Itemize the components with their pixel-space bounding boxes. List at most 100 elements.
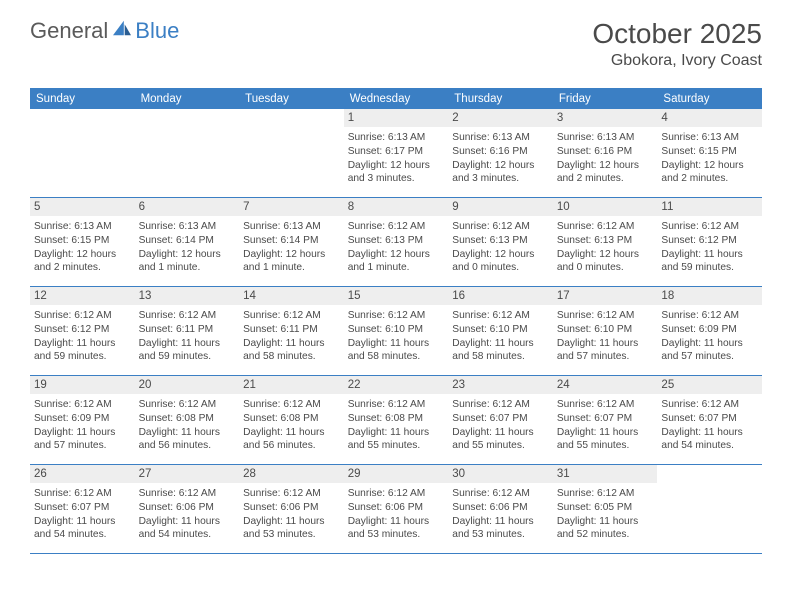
week-row: 12Sunrise: 6:12 AMSunset: 6:12 PMDayligh… xyxy=(30,287,762,376)
sunrise-line: Sunrise: 6:12 AM xyxy=(243,487,340,501)
daylight-line: Daylight: 11 hours and 57 minutes. xyxy=(557,337,654,365)
day-number: 15 xyxy=(344,287,449,305)
sunrise-line: Sunrise: 6:12 AM xyxy=(34,309,131,323)
day-number: 11 xyxy=(657,198,762,216)
daylight-line: Daylight: 12 hours and 2 minutes. xyxy=(557,159,654,187)
daylight-line: Daylight: 12 hours and 1 minute. xyxy=(139,248,236,276)
dow-cell: Tuesday xyxy=(239,89,344,109)
sunrise-line: Sunrise: 6:12 AM xyxy=(348,309,445,323)
day-number: 26 xyxy=(30,465,135,483)
day-cell: 27Sunrise: 6:12 AMSunset: 6:06 PMDayligh… xyxy=(135,465,240,553)
day-info: Sunrise: 6:13 AMSunset: 6:16 PMDaylight:… xyxy=(557,131,654,186)
day-number: 18 xyxy=(657,287,762,305)
sunset-line: Sunset: 6:07 PM xyxy=(452,412,549,426)
day-cell: 29 Sunrise: 6:12 AMSunset: 6:06 PMDayligh… xyxy=(344,465,449,553)
sunset-line: Sunset: 6:06 PM xyxy=(452,501,549,515)
day-cell: 20Sunrise: 6:12 AMSunset: 6:08 PMDayligh… xyxy=(135,376,240,464)
logo-text-general: General xyxy=(30,18,108,44)
day-info: Sunrise: 6:12 AMSunset: 6:13 PMDaylight:… xyxy=(348,220,445,275)
daylight-line: Daylight: 12 hours and 0 minutes. xyxy=(557,248,654,276)
location-label: Gbokora, Ivory Coast xyxy=(592,52,762,70)
day-cell: 15Sunrise: 6:12 AMSunset: 6:10 PMDayligh… xyxy=(344,287,449,375)
sunrise-line: Sunrise: 6:13 AM xyxy=(34,220,131,234)
day-info: Sunrise: 6:12 AMSunset: 6:12 PMDaylight:… xyxy=(34,309,131,364)
day-info: Sunrise: 6:12 AMSunset: 6:11 PMDaylight:… xyxy=(139,309,236,364)
sunset-line: Sunset: 6:07 PM xyxy=(661,412,758,426)
sunrise-line: Sunrise: 6:12 AM xyxy=(348,398,445,412)
week-row: 26Sunrise: 6:12 AMSunset: 6:07 PMDayligh… xyxy=(30,465,762,554)
day-info: Sunrise: 6:12 AMSunset: 6:09 PMDaylight:… xyxy=(661,309,758,364)
day-cell: 14Sunrise: 6:12 AMSunset: 6:11 PMDayligh… xyxy=(239,287,344,375)
sunrise-line: Sunrise: 6:12 AM xyxy=(661,309,758,323)
day-cell: 16Sunrise: 6:12 AMSunset: 6:10 PMDayligh… xyxy=(448,287,553,375)
day-number: 29 xyxy=(344,465,449,483)
day-number: 24 xyxy=(553,376,658,394)
daylight-line: Daylight: 11 hours and 58 minutes. xyxy=(348,337,445,365)
day-number: 4 xyxy=(657,109,762,127)
day-number: 25 xyxy=(657,376,762,394)
calendar: SundayMondayTuesdayWednesdayThursdayFrid… xyxy=(30,88,762,554)
daylight-line: Daylight: 12 hours and 0 minutes. xyxy=(452,248,549,276)
logo-text-blue: Blue xyxy=(135,18,179,44)
daylight-line: Daylight: 11 hours and 56 minutes. xyxy=(243,426,340,454)
day-number: 31 xyxy=(553,465,658,483)
day-info: Sunrise: 6:12 AMSunset: 6:06 PMDaylight:… xyxy=(243,487,340,542)
daylight-line: Daylight: 11 hours and 59 minutes. xyxy=(661,248,758,276)
sunset-line: Sunset: 6:13 PM xyxy=(348,234,445,248)
day-number: 16 xyxy=(448,287,553,305)
daylight-line: Daylight: 11 hours and 55 minutes. xyxy=(452,426,549,454)
day-info: Sunrise: 6:12 AMSunset: 6:05 PMDaylight:… xyxy=(557,487,654,542)
sunset-line: Sunset: 6:13 PM xyxy=(557,234,654,248)
dow-cell: Sunday xyxy=(30,89,135,109)
logo-sail-icon xyxy=(111,19,133,37)
sunset-line: Sunset: 6:16 PM xyxy=(557,145,654,159)
day-number: 14 xyxy=(239,287,344,305)
day-cell: 23Sunrise: 6:12 AMSunset: 6:07 PMDayligh… xyxy=(448,376,553,464)
daylight-line: Daylight: 11 hours and 57 minutes. xyxy=(661,337,758,365)
day-cell: 8Sunrise: 6:12 AMSunset: 6:13 PMDaylight… xyxy=(344,198,449,286)
daylight-line: Daylight: 12 hours and 2 minutes. xyxy=(34,248,131,276)
dow-cell: Saturday xyxy=(657,89,762,109)
sunrise-line: Sunrise: 6:12 AM xyxy=(557,220,654,234)
day-number: 3 xyxy=(553,109,658,127)
day-cell: 3 Sunrise: 6:13 AMSunset: 6:16 PMDaylight… xyxy=(553,109,658,197)
daylight-line: Daylight: 12 hours and 1 minute. xyxy=(348,248,445,276)
day-number: 6 xyxy=(135,198,240,216)
day-info: Sunrise: 6:12 AMSunset: 6:07 PMDaylight:… xyxy=(452,398,549,453)
week-row: 19Sunrise: 6:12 AMSunset: 6:09 PMDayligh… xyxy=(30,376,762,465)
logo: General Blue xyxy=(30,18,179,44)
sunrise-line: Sunrise: 6:12 AM xyxy=(243,309,340,323)
sunrise-line: Sunrise: 6:12 AM xyxy=(452,487,549,501)
daylight-line: Daylight: 11 hours and 55 minutes. xyxy=(557,426,654,454)
day-number: 20 xyxy=(135,376,240,394)
day-cell: 4Sunrise: 6:13 AMSunset: 6:15 PMDaylight… xyxy=(657,109,762,197)
daylight-line: Daylight: 12 hours and 1 minute. xyxy=(243,248,340,276)
sunset-line: Sunset: 6:13 PM xyxy=(452,234,549,248)
day-cell: 26Sunrise: 6:12 AMSunset: 6:07 PMDayligh… xyxy=(30,465,135,553)
daylight-line: Daylight: 12 hours and 2 minutes. xyxy=(661,159,758,187)
day-number: 10 xyxy=(553,198,658,216)
sunset-line: Sunset: 6:08 PM xyxy=(348,412,445,426)
day-info: Sunrise: 6:12 AMSunset: 6:06 PMDaylight:… xyxy=(348,487,445,542)
sunset-line: Sunset: 6:12 PM xyxy=(661,234,758,248)
day-cell: 30 Sunrise: 6:12 AMSunset: 6:06 PMDayligh… xyxy=(448,465,553,553)
day-cell: 17Sunrise: 6:12 AMSunset: 6:10 PMDayligh… xyxy=(553,287,658,375)
sunrise-line: Sunrise: 6:12 AM xyxy=(348,487,445,501)
dow-cell: Monday xyxy=(135,89,240,109)
daylight-line: Daylight: 12 hours and 3 minutes. xyxy=(348,159,445,187)
sunrise-line: Sunrise: 6:12 AM xyxy=(34,487,131,501)
day-cell: . xyxy=(239,109,344,197)
days-of-week-row: SundayMondayTuesdayWednesdayThursdayFrid… xyxy=(30,89,762,109)
sunrise-line: Sunrise: 6:12 AM xyxy=(557,487,654,501)
sunrise-line: Sunrise: 6:13 AM xyxy=(139,220,236,234)
day-number: 2 xyxy=(448,109,553,127)
day-cell: 13Sunrise: 6:12 AMSunset: 6:11 PMDayligh… xyxy=(135,287,240,375)
sunrise-line: Sunrise: 6:12 AM xyxy=(348,220,445,234)
day-number: 17 xyxy=(553,287,658,305)
sunset-line: Sunset: 6:17 PM xyxy=(348,145,445,159)
day-info: Sunrise: 6:12 AMSunset: 6:06 PMDaylight:… xyxy=(139,487,236,542)
day-number: 30 xyxy=(448,465,553,483)
day-cell: 2Sunrise: 6:13 AMSunset: 6:16 PMDaylight… xyxy=(448,109,553,197)
daylight-line: Daylight: 11 hours and 53 minutes. xyxy=(452,515,549,543)
day-cell: 22Sunrise: 6:12 AMSunset: 6:08 PMDayligh… xyxy=(344,376,449,464)
